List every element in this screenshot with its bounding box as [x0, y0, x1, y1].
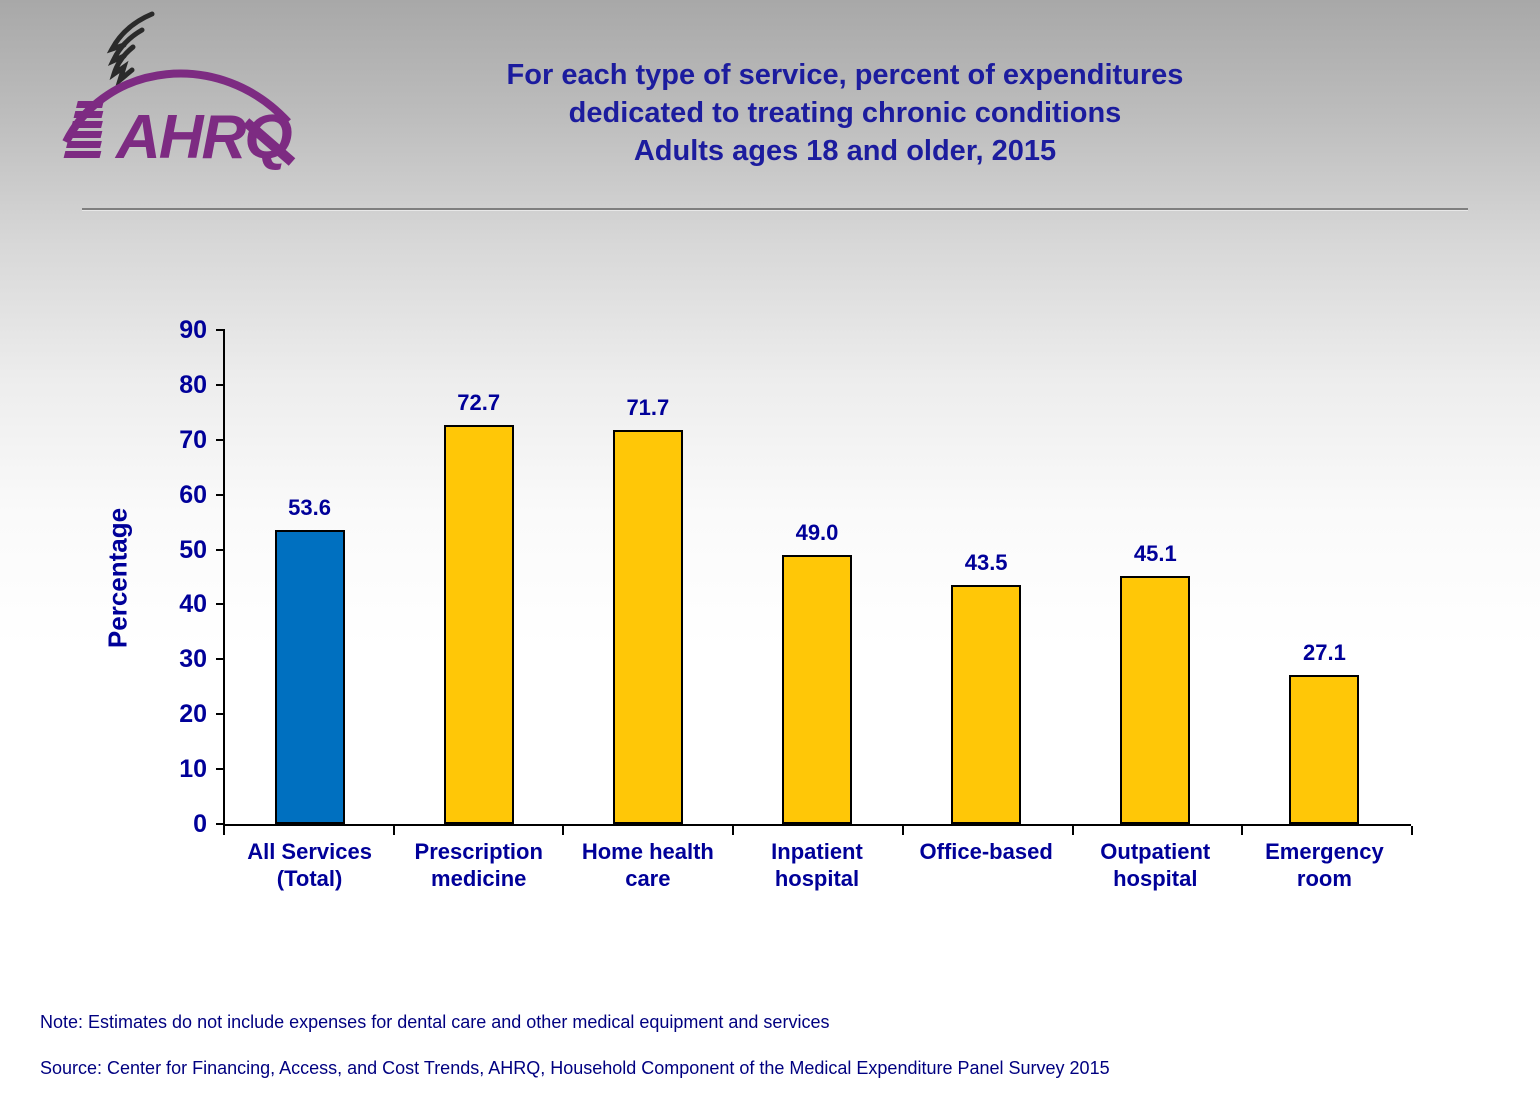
- category-label: Home health care: [581, 839, 714, 891]
- bar: [443, 424, 514, 824]
- x-tick-mark: [1241, 826, 1244, 835]
- divider-line: [82, 208, 1468, 211]
- bar-column: 71.7: [563, 330, 732, 824]
- bar-value-label: 49.0: [795, 520, 839, 546]
- y-tick-label: 10: [179, 755, 207, 784]
- category-label: Emergency room: [1265, 839, 1384, 891]
- bar: [951, 585, 1022, 824]
- y-tick-mark: [216, 713, 225, 716]
- bar-value-label: 72.7: [457, 389, 501, 415]
- category-label: All Services (Total): [247, 839, 372, 891]
- x-tick-mark: [732, 826, 735, 835]
- y-axis-ticks: 0 10 20 30 40 50 60 70 80 90: [120, 316, 225, 838]
- category-label: Outpatient hospital: [1100, 839, 1211, 891]
- y-tick-mark: [216, 823, 225, 825]
- logo-q-slash: [242, 118, 296, 166]
- ahrq-logo: AHRQ: [60, 4, 320, 174]
- bar: [274, 529, 345, 824]
- x-axis-line: [223, 824, 1411, 826]
- bar-value-label: 43.5: [964, 550, 1008, 576]
- y-tick-label: 70: [179, 425, 207, 454]
- bar-column: 53.6: [225, 330, 394, 824]
- y-tick-mark: [216, 548, 225, 551]
- y-tick-label: 30: [179, 645, 207, 674]
- x-tick-mark: [1071, 826, 1074, 835]
- bar-column: 27.1: [1240, 330, 1409, 824]
- y-tick-mark: [216, 493, 225, 496]
- bar: [1120, 576, 1191, 824]
- bar-value-label: 45.1: [1133, 541, 1177, 567]
- y-tick-label: 90: [179, 316, 207, 344]
- category-label: Prescription medicine: [414, 839, 543, 891]
- ahrq-logo-graphic: AHRQ: [62, 11, 296, 172]
- chart-title-line-1: For each type of service, percent of exp…: [506, 59, 1184, 91]
- y-tick-mark: [216, 329, 225, 331]
- x-tick-mark: [223, 826, 225, 835]
- y-tick-mark: [216, 383, 225, 386]
- logo-stripes: [63, 101, 104, 158]
- y-tick-label: 80: [179, 370, 207, 399]
- bar: [612, 430, 683, 824]
- y-tick-label: 20: [179, 700, 207, 729]
- y-tick-mark: [216, 603, 225, 606]
- bar: [781, 555, 852, 824]
- bar-column: 45.1: [1071, 330, 1240, 824]
- y-tick-mark: [216, 438, 225, 441]
- x-tick-mark: [392, 826, 395, 835]
- x-tick-mark: [1411, 826, 1413, 835]
- category-label: Office-based: [919, 839, 1053, 864]
- bar-value-label: 71.7: [626, 395, 670, 421]
- y-tick-label: 40: [179, 590, 207, 619]
- plot-area: 53.6 72.7 71.7 49.0 43.5 45.1 27.1: [225, 330, 1409, 824]
- category-labels: All Services (Total) Prescription medicin…: [225, 838, 1409, 892]
- y-axis-line: [223, 330, 225, 826]
- bar-value-label: 53.6: [288, 494, 331, 520]
- chart-title-line-3: Adults ages 18 and older, 2015: [633, 135, 1057, 167]
- source-text: Source: Center for Financing, Access, an…: [40, 1058, 1110, 1078]
- y-tick-label: 60: [179, 480, 207, 509]
- bar-column: 43.5: [902, 330, 1071, 824]
- y-tick-label: 0: [193, 810, 207, 838]
- x-tick-mark: [901, 826, 904, 835]
- bar-column: 49.0: [732, 330, 901, 824]
- chart-title-line-2: dedicated to treating chronic conditions: [568, 97, 1122, 129]
- note-text: Note: Estimates do not include expenses …: [40, 1012, 830, 1032]
- y-tick-mark: [216, 658, 225, 661]
- bar-column: 72.7: [394, 330, 563, 824]
- y-tick-mark: [216, 768, 225, 771]
- chart-title: For each type of service, percent of exp…: [330, 56, 1360, 170]
- x-tick-mark: [562, 826, 565, 835]
- y-tick-label: 50: [179, 535, 207, 564]
- hhs-eagle-icon: [106, 11, 155, 88]
- category-label: Inpatient hospital: [771, 839, 863, 891]
- bar-value-label: 27.1: [1303, 640, 1346, 666]
- bar: [1289, 675, 1360, 824]
- x-axis-ticks: [223, 826, 1413, 835]
